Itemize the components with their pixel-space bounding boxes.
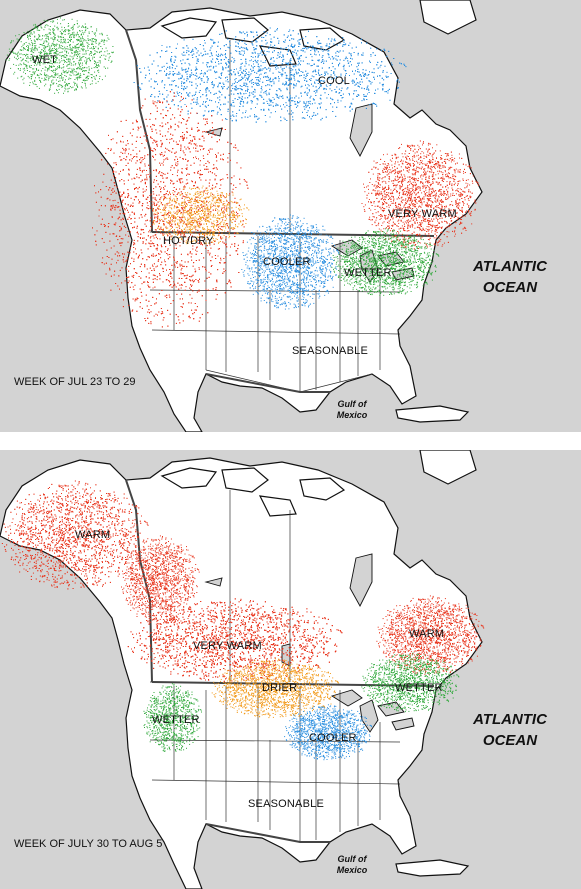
warm-region-bc <box>121 535 200 625</box>
hot-dry-region-prairies <box>211 658 339 719</box>
heavy-borders <box>125 479 435 843</box>
anomaly-dots <box>5 17 479 328</box>
region-label-very-warm: VERY WARM <box>193 640 262 652</box>
region-label-cool: COOL <box>318 75 350 87</box>
lakes <box>204 103 415 283</box>
landmass <box>0 450 483 889</box>
ocean-label-line1: ATLANTIC <box>450 709 570 730</box>
warm-region-quebec <box>376 595 485 675</box>
region-label-very-warm: VERY WARM <box>388 208 457 220</box>
warm-region-canada-central <box>127 598 343 682</box>
gulf-label: Gulf of Mexico <box>322 399 382 421</box>
region-label-wetter-northeast: WETTER <box>395 682 443 694</box>
region-label-wetter: WETTER <box>344 267 392 279</box>
week-label: WEEK OF JULY 30 TO AUG 5 <box>14 838 162 850</box>
region-label-cooler: COOLER <box>263 256 311 268</box>
warm-region-alaska <box>1 480 149 590</box>
gulf-label-line1: Gulf of <box>322 854 382 865</box>
gulf-label-line2: Mexico <box>322 865 382 876</box>
wet-region-northeast <box>361 652 460 713</box>
anomaly-dots <box>1 480 485 761</box>
cool-region-midwest <box>284 704 373 761</box>
region-label-wetter-pacific: WETTER <box>152 714 200 726</box>
cool-region-midwest <box>241 214 340 310</box>
map-panel-week-2: WARM VERY WARM DRIER WARM WETTER WETTER … <box>0 450 581 889</box>
hot-dry-region-plains <box>152 185 250 245</box>
map-2 <box>0 450 485 889</box>
map-panel-week-1: WET COOL HOT/DRY VERY WARM COOLER WETTER… <box>0 0 581 432</box>
ocean-label-line1: ATLANTIC <box>450 256 570 277</box>
region-label-wet: WET <box>32 54 57 66</box>
week-label: WEEK OF JUL 23 TO 29 <box>14 376 135 388</box>
warm-region-quebec <box>361 140 479 250</box>
gulf-label-line1: Gulf of <box>322 399 382 410</box>
region-label-warm-alaska: WARM <box>75 529 110 541</box>
region-label-seasonable: SEASONABLE <box>292 345 368 357</box>
region-label-cooler: COOLER <box>309 732 357 744</box>
ocean-label: ATLANTIC OCEAN <box>450 709 570 751</box>
cool-region-nunavut <box>133 27 407 123</box>
wet-region-alaska <box>5 17 114 94</box>
wet-region-great-lakes <box>331 228 440 296</box>
gulf-label: Gulf of Mexico <box>322 854 382 876</box>
lakes <box>204 553 415 733</box>
map-1 <box>0 0 483 432</box>
region-label-hot-dry: HOT/DRY <box>163 235 214 247</box>
ocean-label-line2: OCEAN <box>450 277 570 298</box>
region-label-seasonable: SEASONABLE <box>248 798 324 810</box>
region-label-warm-quebec: WARM <box>409 628 444 640</box>
wet-region-pacific-nw <box>143 683 202 752</box>
region-label-drier: DRIER <box>262 682 297 694</box>
gulf-label-line2: Mexico <box>322 410 382 421</box>
ocean-label: ATLANTIC OCEAN <box>450 256 570 298</box>
ocean-label-line2: OCEAN <box>450 730 570 751</box>
